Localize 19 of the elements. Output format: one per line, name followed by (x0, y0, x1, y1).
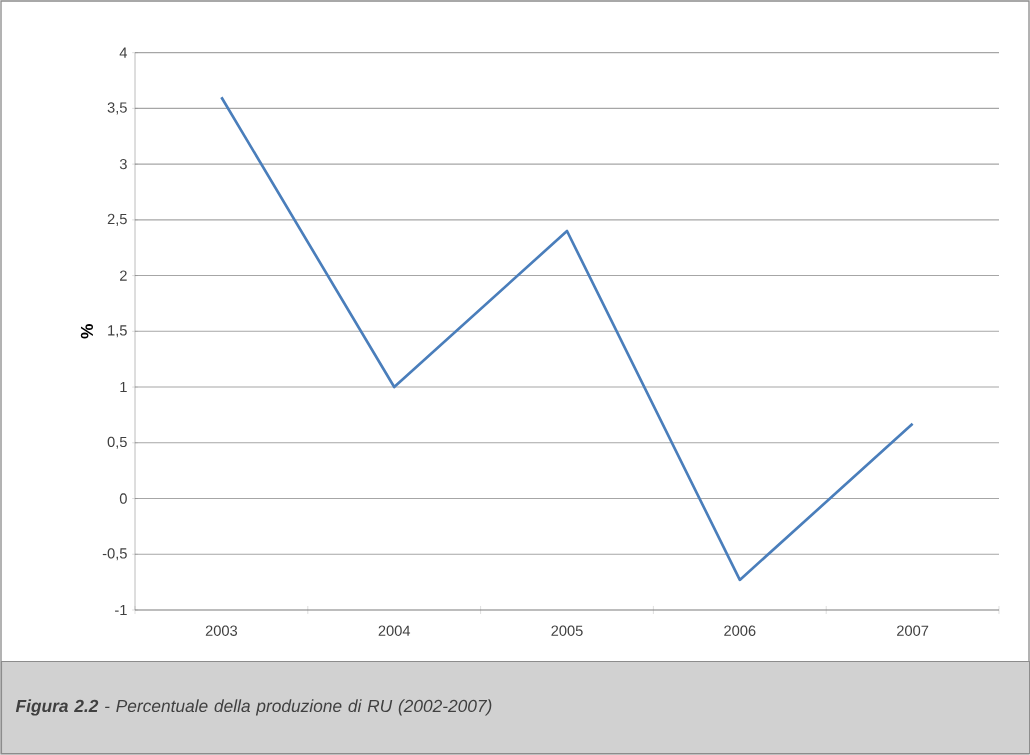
x-tick-label: 2003 (205, 625, 238, 636)
y-tick-label: -1 (115, 604, 127, 616)
y-tick-label: 3,5 (107, 102, 127, 115)
y-tick-label: 0 (119, 493, 127, 504)
x-tick-label: 2007 (897, 625, 929, 636)
line-series (220, 95, 914, 582)
y-tick-label: 0,5 (107, 436, 127, 449)
y-tick-label: 1 (120, 382, 127, 393)
y-tick-label: 3 (119, 158, 127, 170)
y-tick-label: 1,5 (108, 325, 127, 338)
y-axis-title: % (80, 324, 94, 339)
text: Figura 2.2 - Percentuale della produzione di RU (2002-2007) (15, 699, 492, 716)
y-tick-label: 2 (120, 270, 127, 281)
y-tick-label: -0,5 (102, 548, 127, 561)
x-tick-label: 2005 (551, 625, 583, 636)
x-tick-label: 2006 (724, 625, 756, 636)
y-tick-label: 4 (119, 47, 128, 58)
y-tick-label: 2,5 (107, 213, 127, 226)
x-tick-label: 2004 (378, 625, 411, 636)
